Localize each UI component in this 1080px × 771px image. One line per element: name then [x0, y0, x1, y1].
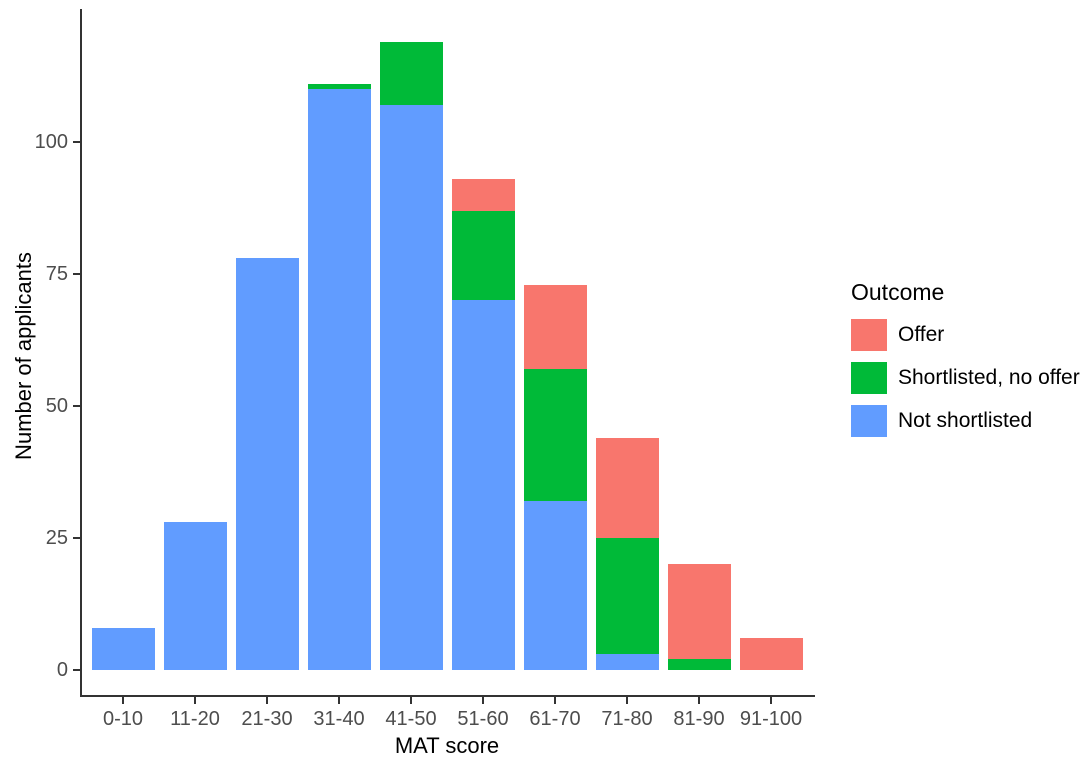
x-tick-label: 41-50 — [385, 708, 437, 730]
x-tick-label: 91-100 — [739, 708, 803, 730]
bar-segment — [595, 654, 659, 670]
bar-segment — [163, 522, 227, 670]
legend-swatch — [851, 319, 887, 351]
bar-segment — [307, 89, 371, 670]
bar-segment — [595, 437, 659, 538]
y-axis-title: Number of applicants — [11, 252, 36, 460]
legend-item: Offer — [851, 319, 1080, 351]
legend-label: Offer — [898, 323, 945, 346]
legend-items: Offer Shortlisted, no offer Not shortliste… — [851, 319, 1080, 437]
x-tick-label: 31-40 — [313, 708, 365, 730]
x-axis-title: MAT score — [394, 733, 500, 758]
bar-segment — [307, 83, 371, 90]
x-tick-mark — [698, 697, 700, 704]
y-tick-mark — [73, 141, 80, 143]
legend-swatch — [851, 362, 887, 394]
x-tick-mark — [626, 697, 628, 704]
bar-segment — [451, 210, 515, 301]
legend-label: Not shortlisted — [898, 409, 1033, 432]
bar-segment — [451, 178, 515, 211]
x-tick-mark — [194, 697, 196, 704]
x-tick-mark — [266, 697, 268, 704]
x-tick-label: 21-30 — [241, 708, 293, 730]
bar-segment — [379, 41, 443, 106]
legend-label: Shortlisted, no offer — [898, 366, 1080, 389]
y-tick-mark — [73, 669, 80, 671]
x-tick-mark — [770, 697, 772, 704]
x-tick-label: 81-90 — [673, 708, 725, 730]
bar-segment — [739, 638, 803, 670]
bar-segment — [235, 258, 299, 670]
y-tick-mark — [73, 405, 80, 407]
legend-title: Outcome — [851, 279, 945, 305]
x-tick-label: 61-70 — [529, 708, 581, 730]
bar-segment — [667, 564, 731, 660]
bar-segment — [91, 627, 155, 670]
legend-item: Not shortlisted — [851, 405, 1080, 437]
x-tick-mark — [554, 697, 556, 704]
bar-segment — [667, 659, 731, 670]
y-tick-mark — [73, 273, 80, 275]
y-axis-line — [80, 9, 82, 697]
x-tick-mark — [122, 697, 124, 704]
x-tick-mark — [338, 697, 340, 704]
bar-segment — [523, 501, 587, 670]
y-tick-label: 50 — [45, 395, 68, 417]
legend-swatch — [851, 405, 887, 437]
x-tick-mark — [410, 697, 412, 704]
x-tick-label: 11-20 — [170, 708, 220, 730]
bar-segment — [451, 300, 515, 670]
x-tick-label: 0-10 — [102, 708, 144, 730]
bar-segment — [523, 284, 587, 370]
legend: Outcome Offer Shortlisted, no offer Not sh… — [851, 279, 1080, 448]
bar-segment — [595, 538, 659, 655]
legend-item: Shortlisted, no offer — [851, 362, 1080, 394]
y-tick-mark — [73, 537, 80, 539]
bar-segment — [523, 369, 587, 502]
y-tick-label: 25 — [45, 527, 68, 549]
bar-segment — [379, 105, 443, 670]
x-tick-mark — [482, 697, 484, 704]
x-axis-line — [80, 695, 815, 697]
x-tick-label: 51-60 — [457, 708, 509, 730]
y-tick-label: 100 — [34, 131, 68, 153]
y-tick-label: 0 — [56, 659, 68, 681]
x-tick-label: 71-80 — [601, 708, 653, 730]
y-tick-label: 75 — [45, 263, 68, 285]
